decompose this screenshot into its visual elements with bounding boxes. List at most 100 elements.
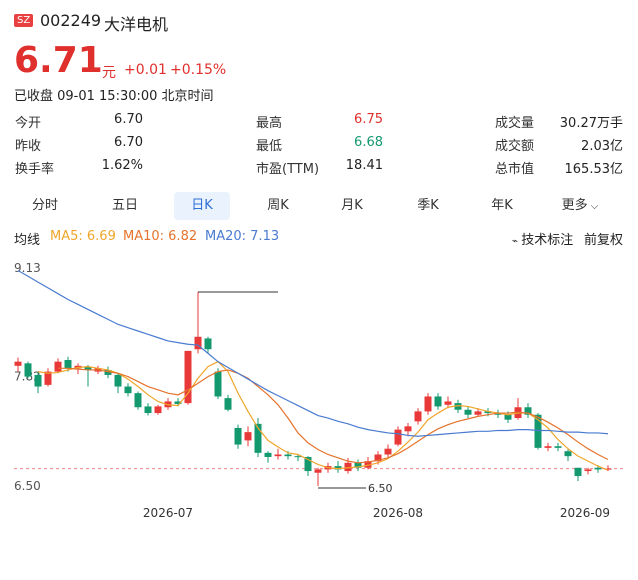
tab[interactable]: 五日: [111, 198, 138, 213]
tool[interactable]: 前复权: [584, 233, 624, 248]
stat-label: 总市值: [495, 162, 535, 177]
tool[interactable]: ⌁ 技术标注: [512, 233, 574, 248]
candle-body: [354, 462, 362, 468]
legend-entry: MA10: 6.82: [123, 229, 198, 244]
candle-body: [274, 454, 282, 457]
candle-body: [404, 426, 412, 432]
change: +0.01: [124, 62, 167, 78]
candle-body: [484, 411, 492, 414]
stat-value: 6.70: [114, 112, 143, 127]
market-badge: SZ: [14, 14, 34, 27]
chevron[interactable]: ⌵: [587, 201, 599, 212]
candle-body: [284, 454, 292, 457]
candle-body: [364, 461, 372, 468]
candle-body: [384, 448, 392, 455]
stat-value: 6.75: [354, 112, 383, 127]
tab[interactable]: 季K: [417, 198, 439, 213]
candle-body: [394, 429, 402, 445]
candle-body: [194, 336, 202, 350]
candle-body: [444, 401, 452, 405]
candle-body: [44, 371, 52, 385]
low-annotation-label: 6.50: [368, 482, 393, 495]
price-unit: 元: [102, 65, 116, 81]
stat-label: 最低: [256, 139, 283, 154]
candle-body: [434, 396, 442, 407]
stat-value: 2.03亿: [581, 139, 623, 154]
legend-entry: MA20: 7.13: [205, 229, 280, 244]
candle-body: [604, 468, 612, 470]
x-tick-label: 2026-08: [373, 506, 423, 520]
candle-body: [454, 403, 462, 410]
candle-body: [134, 393, 142, 408]
stat-label: 成交量: [495, 116, 535, 131]
candle-body: [344, 462, 352, 472]
candle-body: [224, 398, 232, 410]
candle-body: [254, 423, 262, 453]
stat-label: 换手率: [15, 162, 55, 177]
candle-body: [314, 469, 322, 473]
candle-body: [504, 414, 512, 420]
candle-body: [334, 466, 342, 470]
stat-value: 6.68: [354, 135, 383, 150]
candle-body: [554, 446, 562, 448]
candle-body: [414, 411, 422, 422]
candle-body: [64, 360, 72, 369]
candle-body: [214, 371, 222, 397]
stock-name: 大洋电机: [104, 15, 169, 34]
stat-value: 6.70: [114, 135, 143, 150]
stat-label: 最高: [256, 116, 283, 131]
candle-body: [564, 451, 572, 457]
candle-body: [424, 396, 432, 412]
y-tick-label: 6.50: [14, 479, 41, 493]
candle-body: [464, 409, 472, 415]
candle-body: [494, 413, 502, 415]
y-tick-label: 9.13: [14, 261, 41, 275]
tab[interactable]: 更多 ⌵: [561, 198, 599, 213]
candle-body: [54, 361, 62, 372]
candle-body: [154, 406, 162, 414]
stat-label: 成交额: [495, 139, 535, 154]
candle-body: [524, 407, 532, 415]
candle-body: [474, 411, 482, 415]
price: 6.71: [14, 40, 103, 81]
stat-value: 18.41: [345, 158, 383, 173]
stat-value: 30.27万手: [559, 116, 623, 131]
candle-body: [174, 401, 182, 404]
candle-body: [574, 467, 582, 477]
ma-line: [37, 360, 609, 471]
candle-body: [594, 467, 602, 470]
stock-code: 002249: [40, 11, 102, 30]
candle-body: [234, 427, 242, 445]
candle-body: [244, 432, 252, 441]
candle-body: [204, 338, 212, 350]
candle-body: [84, 366, 92, 370]
candle-body: [184, 350, 192, 404]
stat-label: 昨收: [15, 139, 42, 154]
tab[interactable]: 周K: [267, 198, 289, 213]
candle-body: [534, 414, 542, 448]
stat-value: 1.62%: [101, 158, 143, 173]
candle-body: [24, 363, 32, 377]
tab[interactable]: 月K: [341, 198, 363, 213]
stat-label: 市盈(TTM): [256, 162, 320, 177]
candle-body: [374, 454, 382, 462]
tab[interactable]: 分时: [31, 198, 58, 213]
tab[interactable]: 年K: [491, 198, 513, 213]
candle-body: [144, 406, 152, 414]
x-tick-label: 2026-07: [143, 506, 193, 520]
tab[interactable]: 日K: [174, 192, 230, 220]
candle-body: [584, 469, 592, 472]
tool-text[interactable]: 技术标注: [521, 233, 574, 248]
ma-line: [58, 367, 609, 464]
candle-body: [294, 456, 302, 458]
ma-line: [17, 269, 609, 437]
candle-body: [124, 386, 132, 394]
legend-entry: MA5: 6.69: [50, 229, 116, 244]
status: 已收盘 09-01 15:30:00 北京时间: [14, 89, 214, 104]
candle-body: [114, 374, 122, 387]
candle-body: [304, 456, 312, 472]
change-pct: +0.15%: [170, 62, 227, 78]
x-tick-label: 2026-09: [560, 506, 610, 520]
